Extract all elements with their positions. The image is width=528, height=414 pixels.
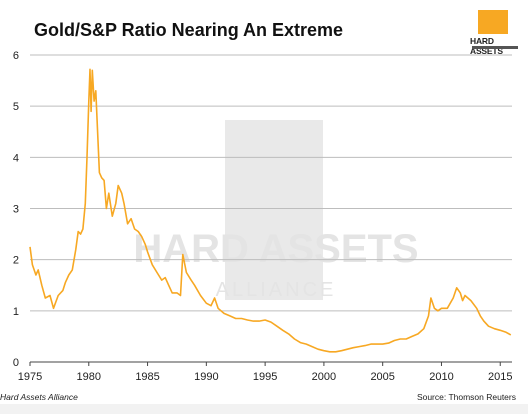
y-tick-label: 3 [13,204,19,216]
x-tick-label: 2000 [312,371,336,383]
chart-card: Gold/S&P Ratio Nearing An Extreme HARD A… [0,0,528,404]
x-tick-label: 1975 [18,371,42,383]
series-layer [29,68,512,353]
x-tick-label: 2005 [370,371,394,383]
x-axis: 1975 1980 1985 1990 1995 2000 2005 2010 2015 [18,361,512,383]
watermark: HARD ASSETS ALLIANCE [133,120,419,301]
series-line [29,68,512,353]
x-tick-label: 1980 [77,371,101,383]
x-tick-label: 1995 [253,371,277,383]
y-tick-label: 4 [13,152,19,164]
footer-credit: Hard Assets Alliance [0,392,78,402]
x-tick-label: 2015 [488,371,512,383]
y-tick-label: 0 [13,357,19,369]
watermark-block [225,120,323,300]
watermark-word: HARD ASSETS [133,227,418,271]
y-tick-label: 1 [13,306,19,318]
y-tick-label: 5 [13,101,19,113]
line-chart: HARD ASSETS ALLIANCE 0 1 2 3 4 5 6 1975 1980 1985… [13,50,513,383]
y-axis-ticks: 0 1 2 3 4 5 6 [13,50,19,369]
logo-underline [472,46,518,49]
x-tick-label: 1985 [135,371,159,383]
logo-box-icon [478,10,508,34]
x-tick-label: 1990 [194,371,218,383]
y-tick-label: 2 [13,255,19,267]
watermark-sub: ALLIANCE [216,279,337,301]
footer-source: Source: Thomson Reuters [416,392,516,402]
x-tick-label: 2010 [429,371,453,383]
logo-word: HARD ASSETS [470,36,503,56]
grid-lines [30,54,512,312]
hard-assets-logo: HARD ASSETS [470,10,528,56]
chart-title: Gold/S&P Ratio Nearing An Extreme [34,20,344,40]
y-tick-label: 6 [13,50,19,62]
